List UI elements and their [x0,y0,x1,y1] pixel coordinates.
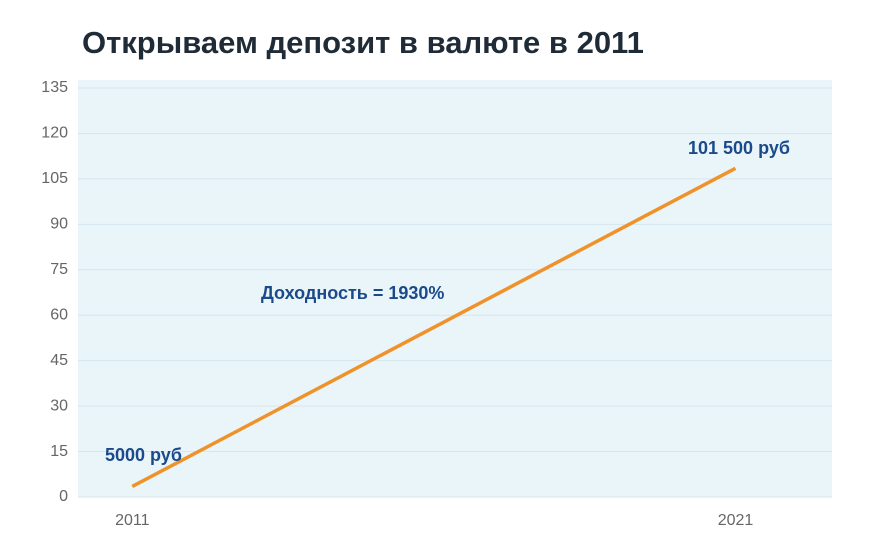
line [131,166,737,488]
annotation: 101 500 руб [688,138,790,158]
x-tick-label: 2021 [718,512,754,529]
y-tick-label: 15 [50,443,68,460]
y-tick-label: 30 [50,397,68,414]
y-tick-label: 60 [50,306,68,323]
annotation: 5000 руб [105,445,182,465]
annotation: Доходность = 1930% [261,283,444,303]
y-tick-label: 135 [41,79,68,96]
y-tick-label: 75 [50,261,68,278]
y-tick-label: 45 [50,352,68,369]
y-tick-label: 90 [50,216,68,233]
y-tick-label: 0 [59,488,68,505]
y-tick-label: 105 [41,170,68,187]
y-tick-label: 120 [41,125,68,142]
chart-title: Открываем депозит в валюте в 2011 [82,25,644,60]
plot-background [78,80,832,497]
x-tick-label: 2011 [115,512,150,529]
